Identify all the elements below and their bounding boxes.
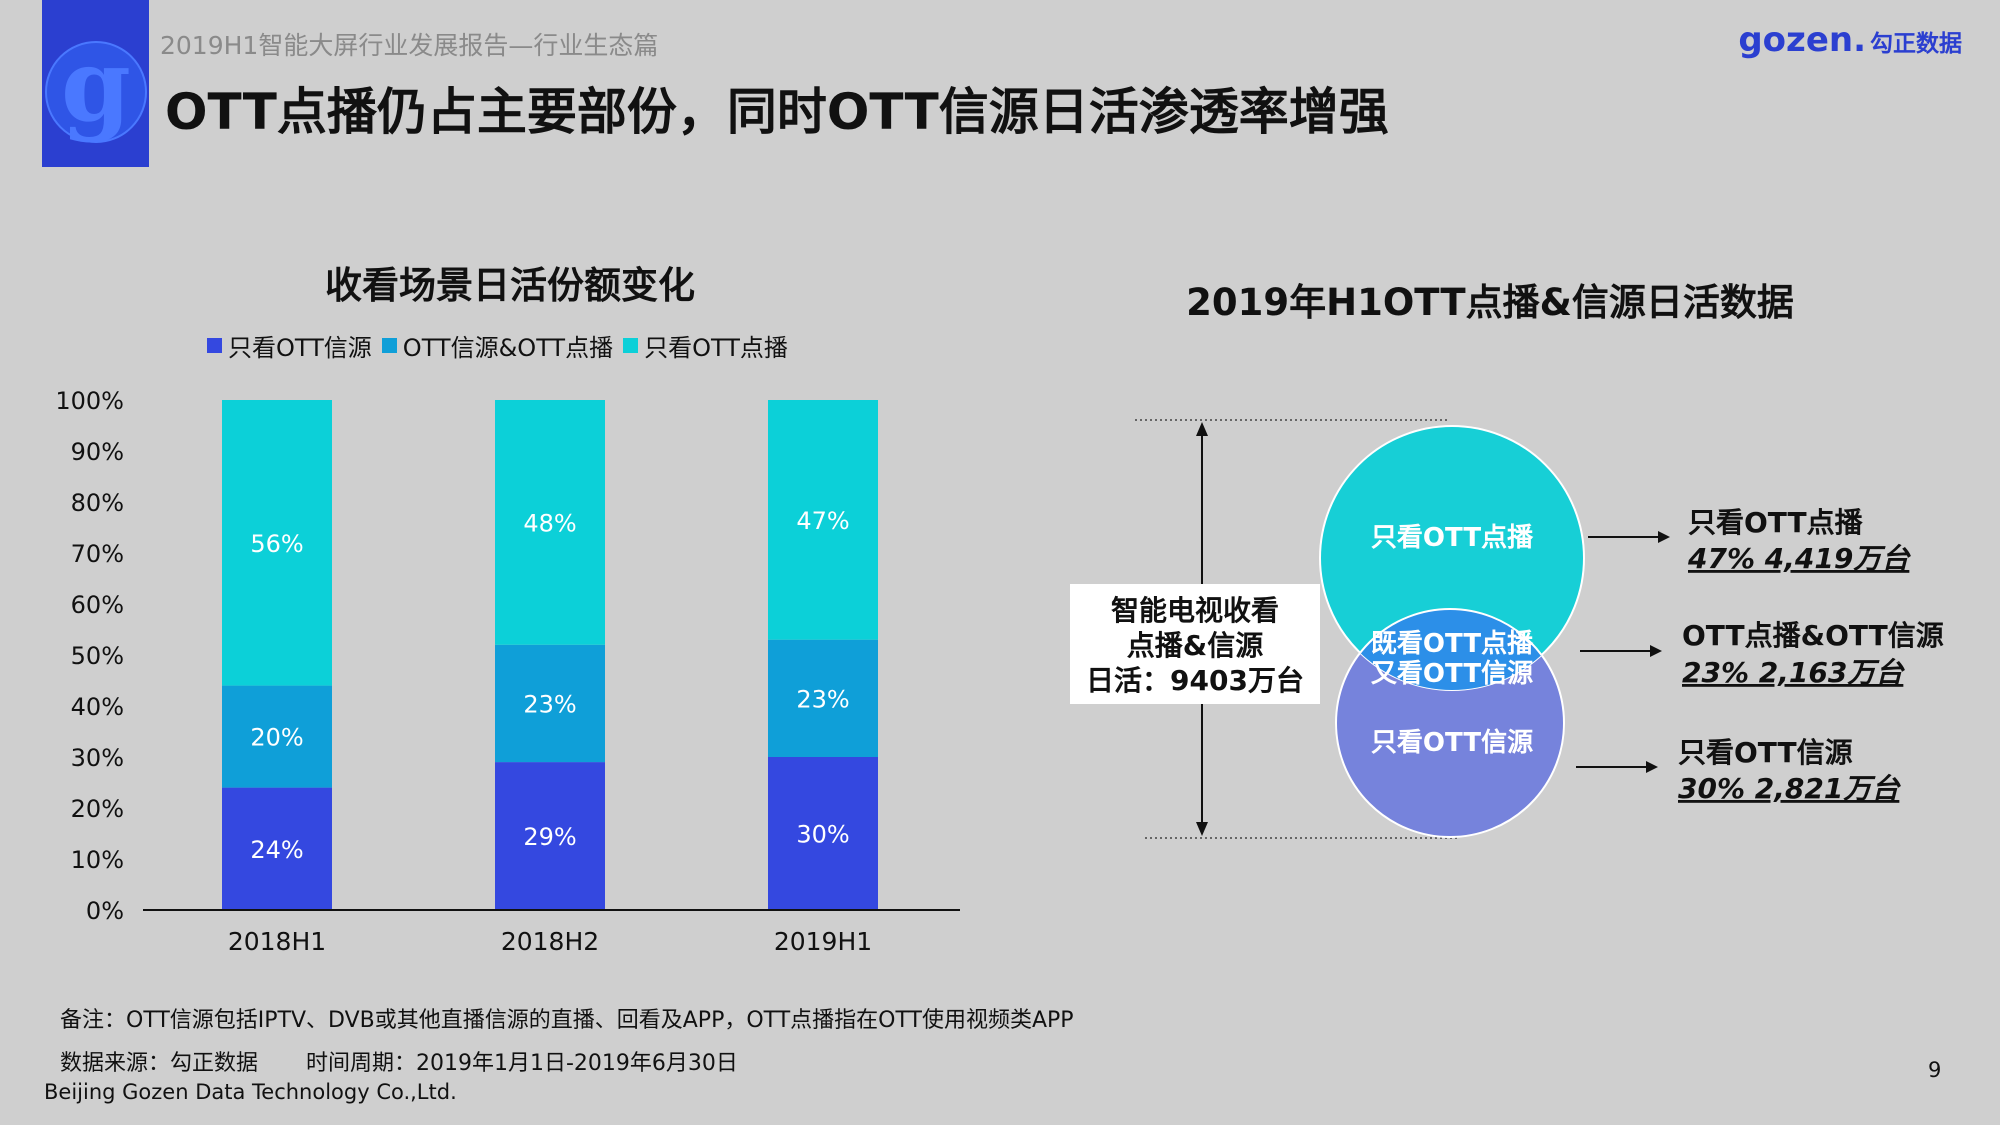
bar-segment <box>768 757 878 910</box>
y-tick-label: 90% <box>71 438 124 466</box>
period-text: 时间周期：2019年1月1日-2019年6月30日 <box>306 1051 738 1076</box>
bar-data-label: 47% <box>796 507 849 535</box>
logo-block: g <box>42 0 149 167</box>
legend-item-only-source: 只看OTT信源 <box>207 328 372 363</box>
company-name: Beijing Gozen Data Technology Co.,Ltd. <box>44 1080 457 1104</box>
venn-label-only-source: 只看OTT信源 <box>1371 728 1533 758</box>
y-tick-label: 60% <box>71 591 124 619</box>
total-label-line3: 日活：9403万台 <box>1086 664 1304 697</box>
total-label-box <box>1070 584 1320 704</box>
venn-label-overlap-line1: 既看OTT点播 <box>1371 628 1534 659</box>
total-arrow-up <box>1196 422 1208 436</box>
arrow-vod-head <box>1658 531 1670 543</box>
annotation-both-value: 23% 2,163万台 <box>1682 656 1905 689</box>
bar-data-label: 29% <box>523 823 576 851</box>
venn-overlap <box>1336 609 1564 690</box>
brand-cn: 勾正数据 <box>1870 31 1962 57</box>
bar-data-label: 23% <box>523 690 576 718</box>
venn-overlap-outline <box>1335 608 1565 690</box>
x-tick-label: 2018H2 <box>501 927 599 956</box>
annotation-vod-value: 47% 4,419万台 <box>1687 542 1911 575</box>
total-label-line1: 智能电视收看 <box>1111 594 1279 627</box>
y-tick-label: 0% <box>86 897 124 925</box>
y-tick-label: 40% <box>71 693 124 721</box>
legend-swatch-only-vod <box>623 338 639 353</box>
report-subtitle: 2019H1智能大屏行业发展报告—行业生态篇 <box>160 31 659 60</box>
venn-label-overlap-line2: 又看OTT信源 <box>1371 659 1533 689</box>
legend-swatch-both <box>381 338 397 353</box>
arrow-both-head <box>1650 645 1662 657</box>
bar-segment <box>222 685 332 788</box>
left-chart-title: 收看场景日活份额变化 <box>325 264 695 307</box>
bar-segment <box>495 644 605 763</box>
legend-label-both: OTT信源&OTT点播 <box>402 334 614 362</box>
y-tick-label: 100% <box>55 387 124 415</box>
stacked-bar-chart: 0% 10% 20% 30% 40% 50% 60% 70% 80% 90% 100% 24% 20% 5… <box>55 387 960 956</box>
chart-legend: 只看OTT信源 OTT信源&OTT点播 只看OTT点播 <box>207 328 788 363</box>
bar-data-label: 48% <box>523 509 576 537</box>
bar-segment <box>495 762 605 910</box>
y-tick-label: 50% <box>71 642 124 670</box>
venn-label-only-vod: 只看OTT点播 <box>1371 522 1534 553</box>
y-tick-label: 70% <box>71 540 124 568</box>
bar-segment <box>495 400 605 645</box>
legend-swatch-only-source <box>207 338 222 353</box>
right-chart-title: 2019年H1OTT点播&信源日活数据 <box>1186 281 1794 324</box>
annotation-source-name: 只看OTT信源 <box>1678 736 1853 769</box>
bar-data-label: 24% <box>250 836 303 864</box>
legend-label-only-vod: 只看OTT点播 <box>644 334 788 362</box>
legend-label-only-source: 只看OTT信源 <box>228 334 372 362</box>
y-tick-label: 20% <box>71 795 124 823</box>
bar-data-label: 30% <box>796 821 849 849</box>
bar-data-label: 56% <box>250 530 303 558</box>
annotation-both-name: OTT点播&OTT信源 <box>1682 619 1944 652</box>
bar-segment <box>768 639 878 757</box>
bar-data-label: 20% <box>250 724 303 752</box>
bar-segment <box>222 787 332 910</box>
y-tick-label: 30% <box>71 744 124 772</box>
y-tick-label: 10% <box>71 846 124 874</box>
bar-segment <box>222 400 332 686</box>
svg-text:g: g <box>61 26 131 144</box>
source-text: 数据来源：勾正数据 <box>60 1051 259 1076</box>
legend-item-both: OTT信源&OTT点播 <box>381 328 614 363</box>
page-number: 9 <box>1928 1058 1942 1082</box>
total-label-line2: 点播&信源 <box>1127 629 1263 662</box>
brand-logo: gozen. 勾正数据 <box>1738 20 1962 60</box>
y-tick-label: 80% <box>71 489 124 517</box>
gozen-g-logo-icon: g <box>45 26 147 144</box>
page-title: OTT点播仍占主要部份，同时OTT信源日活渗透率增强 <box>165 83 1389 141</box>
bar-segment <box>768 400 878 640</box>
footnote: 备注：OTT信源包括IPTV、DVB或其他直播信源的直播、回看及APP，OTT点… <box>60 1008 1074 1033</box>
legend-item-only-vod: 只看OTT点播 <box>623 328 788 363</box>
data-source: 数据来源：勾正数据 时间周期：2019年1月1日-2019年6月30日 <box>60 1045 738 1077</box>
brand-latin: gozen. <box>1738 20 1866 60</box>
total-arrow-down <box>1196 822 1208 836</box>
annotation-vod-name: 只看OTT点播 <box>1688 506 1864 539</box>
x-tick-label: 2018H1 <box>228 927 326 956</box>
bar-data-label: 23% <box>796 685 849 713</box>
annotation-source-value: 30% 2,821万台 <box>1678 772 1901 805</box>
x-tick-label: 2019H1 <box>774 927 872 956</box>
arrow-source-head <box>1646 761 1658 773</box>
